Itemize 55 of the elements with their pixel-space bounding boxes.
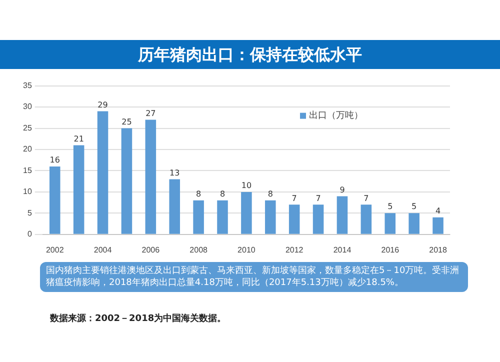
x-tick-label: 2006 [142,245,160,254]
bar [169,179,180,234]
y-tick-label: 25 [22,123,32,132]
data-label: 9 [340,185,345,194]
x-tick-label: 2018 [429,245,448,254]
x-tick-label: 2016 [381,245,400,254]
data-label: 4 [435,206,441,216]
bar [241,192,252,234]
data-label: 21 [74,134,84,144]
y-tick-label: 20 [22,144,32,154]
bar [265,200,276,234]
y-tick-label: 5 [27,208,32,218]
data-label: 7 [316,194,321,203]
x-tick-label: 2008 [190,245,208,254]
bar [312,204,324,234]
bar [217,200,228,234]
y-tick-label: 15 [22,166,32,175]
data-label: 5 [412,202,417,212]
data-label: 13 [170,168,180,178]
bar [360,204,372,234]
data-label: 10 [241,181,252,190]
data-label: 8 [268,190,273,199]
x-tick-label: 2012 [285,245,304,254]
data-label: 5 [388,202,393,212]
y-tick-label: 0 [27,230,32,239]
bar [193,200,204,234]
data-label: 7 [364,194,369,203]
chart-title: 历年猪肉出口：保持在较低水平 [0,40,500,69]
bar [145,120,156,234]
data-label: 29 [98,100,108,110]
bar [408,213,420,234]
x-tick-label: 2010 [238,245,256,254]
bar [49,166,60,234]
data-label: 8 [220,190,226,199]
source-note: 数据来源：2002－2018为中国海关数据。 [50,312,226,325]
data-label: 8 [196,190,202,199]
data-label: 27 [146,108,156,118]
data-label: 7 [292,194,297,203]
bar [288,204,300,234]
text: 国内猪肉主要销往港澳地区及出口到蒙古、马来西亚、新加坡等国家，数量多稳定在5－10万吨。受非洲猪瘟疫情影响，2018年猪肉出口总量4.18万吨，同比（2017年5.13万吨）减少18.5%。 [40,262,468,292]
bar [73,145,84,234]
bar [336,196,348,234]
y-tick-label: 10 [22,187,32,196]
y-tick-label: 35 [22,81,32,90]
x-tick-label: 2004 [94,245,112,254]
data-label: 25 [122,117,132,126]
bar [121,128,132,234]
bar [384,213,396,234]
y-tick-label: 30 [22,102,32,112]
data-label: 16 [50,156,60,165]
bar [432,217,444,234]
x-tick-label: 2002 [46,245,64,254]
x-tick-label: 2014 [333,245,352,254]
legend-label: 出口（万吨） [309,110,363,122]
bar [97,111,108,234]
